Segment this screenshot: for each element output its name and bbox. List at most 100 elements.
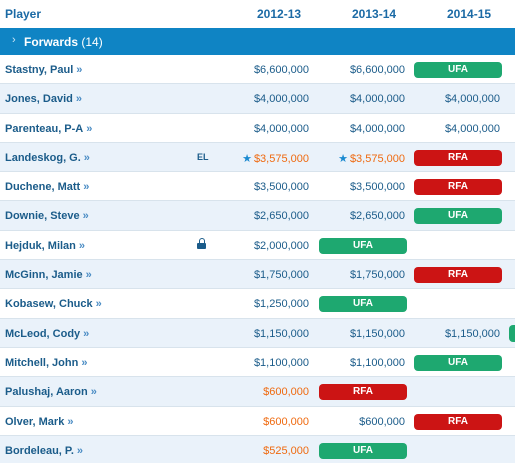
header-2013-14[interactable]: 2013-14	[352, 7, 397, 21]
player-link[interactable]: Palushaj, Aaron»	[5, 386, 97, 398]
arrow-icon: »	[83, 327, 90, 340]
table-row: Downie, Steve» $2,650,000 $2,650,000 UFA	[0, 201, 515, 231]
group-title-label: Forwards	[24, 35, 79, 49]
arrow-icon: »	[78, 239, 86, 252]
player-name: Palushaj, Aaron	[5, 386, 88, 399]
player-link[interactable]: Downie, Steve»	[5, 210, 89, 222]
table-row: Kobasew, Chuck» $1,250,000 UFA	[0, 289, 515, 319]
rfa-badge: RFA	[414, 267, 502, 284]
table-row: Bordeleau, P.» $525,000 UFA	[0, 435, 515, 463]
salary-2012-13: $1,100,000	[253, 356, 309, 369]
player-link[interactable]: Parenteau, P-A»	[5, 123, 92, 135]
salary-2012-13: $2,000,000	[253, 239, 309, 252]
salary-2012-13: $6,600,000	[253, 64, 309, 76]
table-row: Parenteau, P-A» $4,000,000 $4,000,000 $4…	[0, 114, 515, 143]
salary-2012-13: $1,150,000	[253, 327, 309, 340]
rfa-badge: RFA	[414, 413, 502, 430]
salary-2013-14: $4,000,000	[349, 122, 405, 135]
player-name: Mitchell, John	[5, 356, 79, 369]
arrow-icon: »	[67, 415, 74, 428]
player-link[interactable]: McLeod, Cody»	[5, 328, 89, 340]
salary-2013-14: $3,500,000	[349, 181, 405, 194]
ufa-badge: UFA	[319, 237, 407, 254]
player-link[interactable]: Jones, David»	[5, 93, 82, 105]
player-link[interactable]: Duchene, Matt»	[5, 181, 89, 193]
player-name: Olver, Mark	[5, 415, 65, 428]
salary-2012-13: $600,000	[263, 386, 309, 399]
salary-2012-13: ★ $3,575,000	[242, 152, 309, 165]
table-row: McGinn, Jamie» $1,750,000 $1,750,000 RFA	[0, 260, 515, 290]
player-link[interactable]: Olver, Mark»	[5, 416, 73, 428]
salary-2013-14: $1,750,000	[349, 269, 405, 282]
group-title: Forwards (14)	[24, 35, 103, 49]
rfa-badge: RFA	[319, 384, 407, 401]
player-name: Stastny, Paul	[5, 64, 74, 76]
player-link[interactable]: Bordeleau, P.»	[5, 445, 83, 457]
arrow-icon: »	[83, 151, 90, 164]
player-link[interactable]: Hejduk, Milan»	[5, 240, 85, 252]
rfa-badge: RFA	[414, 149, 502, 166]
arrow-icon: »	[86, 122, 93, 135]
player-name: McGinn, Jamie	[5, 269, 83, 282]
player-name: Downie, Steve	[5, 210, 80, 223]
salary-2012-13: $1,750,000	[253, 269, 309, 282]
salary-2014-15: $1,150,000	[444, 327, 500, 340]
player-name: Hejduk, Milan	[5, 239, 76, 252]
salary-2012-13: $2,650,000	[253, 210, 309, 223]
salary-2013-14: $2,650,000	[349, 210, 405, 223]
salary-2012-13: $4,000,000	[253, 122, 309, 135]
ufa-badge: UFA	[414, 208, 502, 225]
salary-2012-13: $3,500,000	[253, 181, 309, 194]
player-rows: Stastny, Paul» $6,600,000 $6,600,000 UFA…	[0, 55, 515, 463]
header-player[interactable]: Player	[5, 7, 42, 21]
arrow-icon: »	[85, 269, 92, 282]
group-count: (14)	[81, 35, 103, 49]
table-header: Player 2012-13 2013-14 2014-15	[0, 0, 515, 27]
lock-icon	[197, 237, 206, 249]
table-row: Jones, David» $4,000,000 $4,000,000 $4,0…	[0, 84, 515, 114]
table-row: Hejduk, Milan» $2,000,000 UFA	[0, 231, 515, 261]
salary-2014-15: $4,000,000	[444, 122, 500, 135]
table-row: McLeod, Cody» $1,150,000 $1,150,000 $1,1…	[0, 318, 515, 348]
table-row: Landeskog, G.» EL ★ $3,575,000 ★ $3,575,00…	[0, 142, 515, 173]
header-2012-13[interactable]: 2012-13	[257, 7, 302, 21]
salary-2012-13: $1,250,000	[253, 298, 309, 311]
arrow-icon: »	[95, 298, 102, 311]
table-row: Duchene, Matt» $3,500,000 $3,500,000 RFA	[0, 172, 515, 202]
ufa-badge: UFA	[319, 442, 407, 459]
player-link[interactable]: Landeskog, G.»	[5, 152, 90, 164]
table-row: Mitchell, John» $1,100,000 $1,100,000 UF…	[0, 348, 515, 378]
header-2014-15[interactable]: 2014-15	[447, 7, 492, 21]
arrow-icon: »	[81, 356, 88, 369]
salary-value: $3,575,000	[349, 152, 405, 165]
ufa-badge: UFA	[414, 354, 502, 371]
salary-2012-13: $600,000	[263, 415, 309, 428]
table-row: Olver, Mark» $600,000 $600,000 RFA	[0, 407, 515, 436]
player-name: Landeskog, G.	[5, 151, 81, 164]
salary-value: $3,575,000	[253, 152, 309, 165]
arrow-icon: »	[90, 386, 97, 399]
arrow-icon: »	[82, 210, 89, 223]
entry-level-flag: EL	[197, 151, 209, 162]
salary-2013-14: $1,100,000	[349, 356, 405, 369]
player-link[interactable]: Kobasew, Chuck»	[5, 298, 102, 310]
player-name: Duchene, Matt	[5, 181, 81, 194]
salary-2013-14: $4,000,000	[349, 93, 405, 106]
star-icon: ★	[338, 152, 348, 165]
ufa-badge: UFA	[319, 296, 407, 313]
salary-2014-15: $4,000,000	[444, 93, 500, 106]
salary-2012-13: $525,000	[263, 444, 309, 457]
salary-2013-14: $6,600,000	[349, 64, 405, 76]
player-name: McLeod, Cody	[5, 327, 81, 340]
group-forwards[interactable]: › Forwards (14)	[0, 28, 515, 55]
table-row: Stastny, Paul» $6,600,000 $6,600,000 UFA	[0, 55, 515, 85]
chevron-right-icon[interactable]: ›	[12, 34, 16, 46]
arrow-icon: »	[76, 444, 84, 457]
player-link[interactable]: Mitchell, John»	[5, 357, 87, 369]
player-link[interactable]: Stastny, Paul»	[5, 64, 82, 76]
arrow-icon: »	[76, 64, 83, 76]
player-link[interactable]: McGinn, Jamie»	[5, 269, 92, 281]
star-icon: ★	[242, 152, 252, 165]
player-name: Kobasew, Chuck	[5, 298, 93, 311]
